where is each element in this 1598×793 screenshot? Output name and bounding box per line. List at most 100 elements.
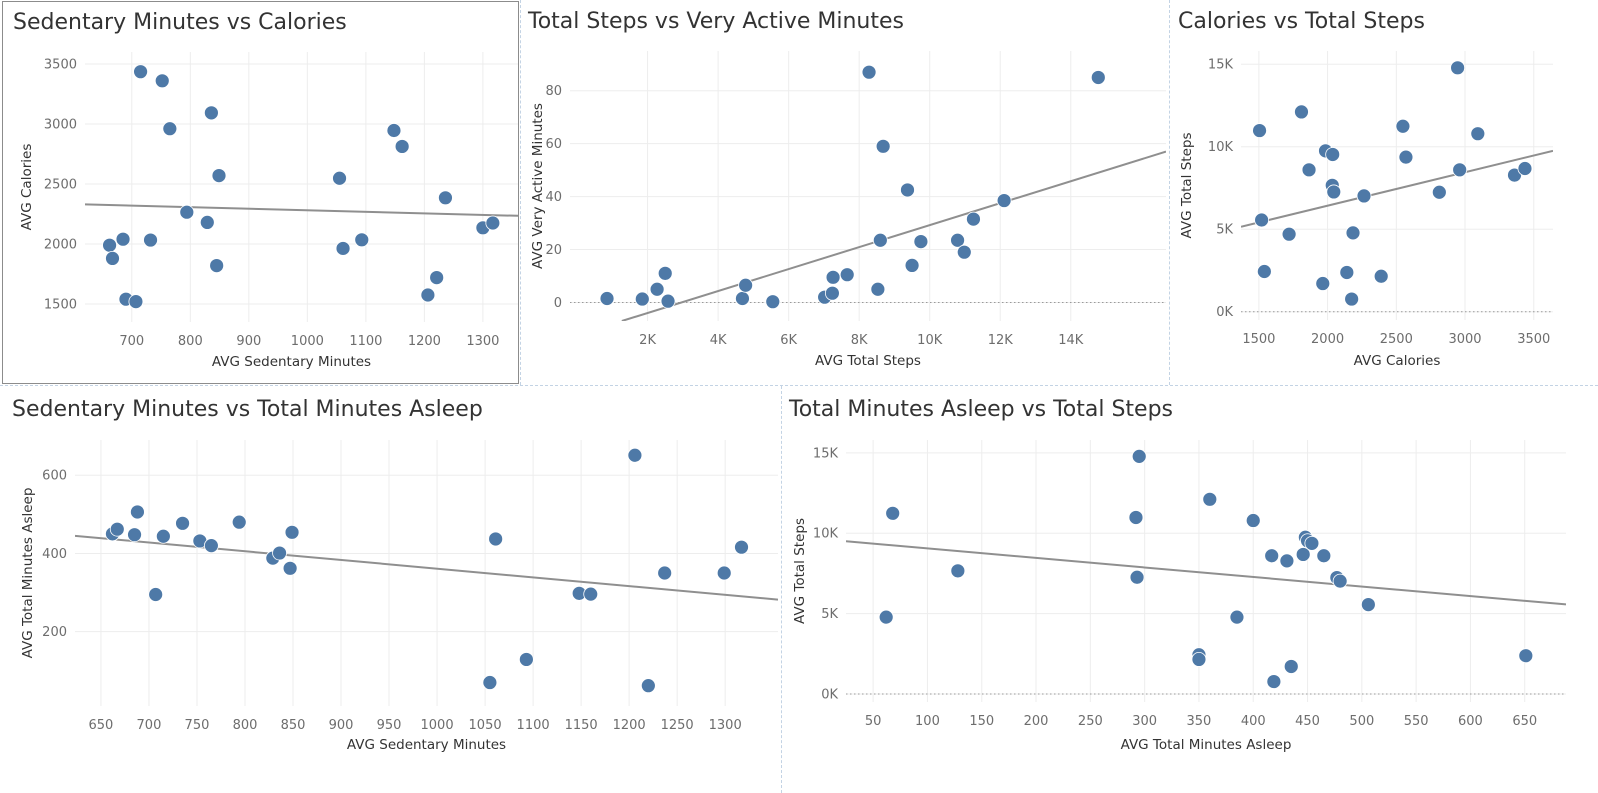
data-point[interactable] [885,505,901,521]
data-point[interactable] [1264,548,1280,564]
data-point[interactable] [1326,184,1342,200]
data-point[interactable] [231,514,247,530]
data-point[interactable] [115,231,131,247]
data-point[interactable] [109,521,125,537]
data-point[interactable] [488,531,504,547]
data-point[interactable] [735,291,750,306]
data-point[interactable] [1507,167,1522,183]
data-point[interactable] [1332,573,1348,589]
data-point[interactable] [155,528,171,544]
data-point[interactable] [1266,674,1282,689]
data-point[interactable] [199,214,215,230]
data-point[interactable] [1295,547,1311,562]
data-point[interactable] [1315,276,1331,291]
data-point[interactable] [583,586,599,602]
data-point[interactable] [872,232,888,248]
data-point[interactable] [1431,184,1447,200]
data-point[interactable] [1256,264,1272,279]
data-point[interactable] [162,121,178,137]
data-point[interactable] [420,287,436,303]
data-point[interactable] [825,269,841,285]
data-point[interactable] [1191,652,1207,667]
chart-panel-sedentary-sleep[interactable]: Sedentary Minutes vs Total Minutes Aslee… [2,387,780,791]
data-point[interactable] [105,250,120,266]
data-point[interactable] [1254,212,1270,228]
data-point[interactable] [1301,162,1317,178]
data-point[interactable] [128,294,144,310]
data-point[interactable] [996,193,1012,208]
data-point[interactable] [1252,123,1267,138]
data-point[interactable] [1518,648,1534,664]
data-point[interactable] [1395,118,1411,134]
data-point[interactable] [429,270,445,286]
data-point[interactable] [438,190,453,206]
data-point[interactable] [282,560,298,576]
data-point[interactable] [335,241,351,256]
data-point[interactable] [1129,569,1145,585]
data-point[interactable] [1345,225,1361,241]
chart-panel-steps-active-minutes[interactable]: Total Steps vs Very Active Minutes 2K 4K 6… [520,1,1168,384]
data-point[interactable] [1356,188,1372,204]
data-point[interactable] [485,215,501,231]
data-point[interactable] [175,515,190,531]
data-point[interactable] [127,527,142,543]
data-point[interactable] [716,565,732,581]
data-point[interactable] [1325,147,1341,162]
data-point[interactable] [649,281,665,297]
data-point[interactable] [1316,548,1332,564]
data-point[interactable] [143,232,158,248]
data-point[interactable] [734,539,749,555]
data-point[interactable] [1373,268,1389,284]
data-point[interactable] [482,675,498,690]
data-point[interactable] [1131,448,1147,464]
data-point[interactable] [209,258,225,274]
data-point[interactable] [386,123,402,138]
data-point[interactable] [956,244,972,260]
data-point[interactable] [1281,226,1297,242]
data-point[interactable] [518,652,534,667]
data-point[interactable] [839,267,855,283]
data-point[interactable] [966,211,981,227]
data-point[interactable] [284,524,300,540]
chart-panel-calories-steps[interactable]: Calories vs Total Steps 1500 2000 2500 3000… [1171,1,1596,384]
data-point[interactable] [765,294,781,310]
chart-panel-sedentary-calories[interactable]: Sedentary Minutes vs Calories 700 800 900 1… [2,1,519,384]
data-point[interactable] [660,293,676,309]
data-point[interactable] [599,291,615,306]
data-point[interactable] [1202,491,1218,507]
data-point[interactable] [657,565,673,581]
data-point[interactable] [1279,553,1295,569]
data-point[interactable] [824,285,840,301]
data-point[interactable] [1283,659,1299,674]
data-point[interactable] [1344,291,1360,307]
data-point[interactable] [657,265,673,281]
data-point[interactable] [203,538,219,554]
data-point[interactable] [913,234,929,249]
data-point[interactable] [878,609,894,625]
data-point[interactable] [875,138,891,154]
data-point[interactable] [1398,149,1414,165]
data-point[interactable] [102,237,117,253]
data-point[interactable] [211,168,227,184]
data-point[interactable] [394,139,410,154]
data-point[interactable] [148,587,164,602]
data-point[interactable] [738,277,754,293]
data-point[interactable] [627,447,643,463]
data-point[interactable] [1450,60,1466,76]
data-point[interactable] [1090,70,1106,85]
data-point[interactable] [1304,535,1320,551]
data-point[interactable] [950,232,965,248]
data-point[interactable] [1360,597,1376,612]
data-point[interactable] [1245,513,1261,528]
data-point[interactable] [332,170,347,186]
data-point[interactable] [154,73,170,89]
data-point[interactable] [1339,265,1355,280]
data-point[interactable] [354,232,370,248]
data-point[interactable] [1294,104,1309,120]
data-point[interactable] [1229,609,1245,625]
data-point[interactable] [950,563,966,579]
data-point[interactable] [272,545,287,561]
data-point[interactable] [179,204,195,220]
data-point[interactable] [900,182,915,198]
data-point[interactable] [1517,161,1533,176]
